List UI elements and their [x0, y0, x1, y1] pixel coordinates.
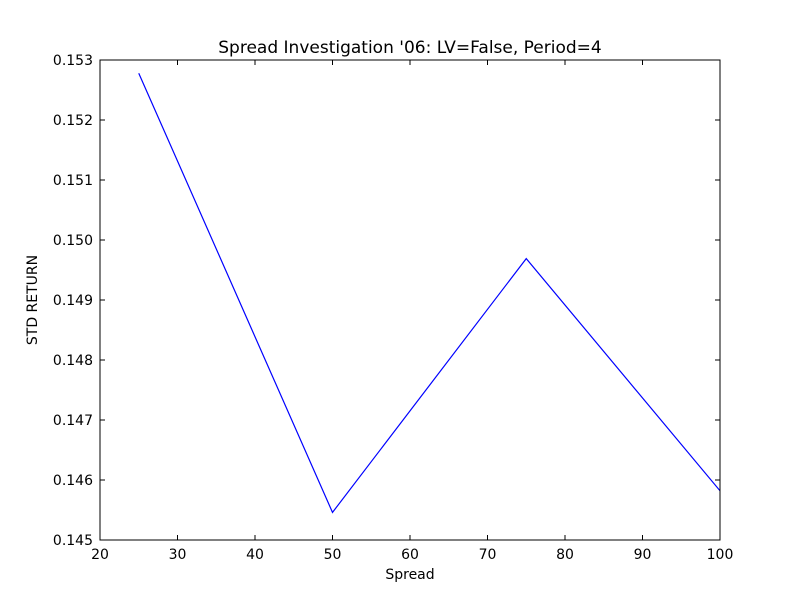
x-tick-label: 90: [634, 547, 652, 563]
y-tick-label: 0.148: [53, 353, 93, 369]
chart-title: Spread Investigation '06: LV=False, Peri…: [218, 38, 601, 58]
y-tick-label: 0.150: [53, 233, 93, 249]
x-tick-label: 80: [556, 547, 574, 563]
y-tick-label: 0.152: [53, 113, 93, 129]
x-axis-label: Spread: [385, 567, 434, 583]
y-tick-label: 0.151: [53, 173, 93, 189]
x-tick-label: 40: [246, 547, 264, 563]
x-tick-label: 70: [479, 547, 497, 563]
y-tick-label: 0.146: [53, 473, 93, 489]
y-tick-label: 0.153: [53, 53, 93, 69]
y-tick-label: 0.147: [53, 413, 93, 429]
y-tick-label: 0.149: [53, 293, 93, 309]
plot-area: 20 30 40 50 60 70 80 90 100 0.145 0.146 0.147 0.148 0…: [53, 53, 733, 563]
series-line-0: [138, 72, 720, 514]
x-tick-label: 60: [401, 547, 419, 563]
x-tick-label: 30: [169, 547, 187, 563]
x-tick-label: 50: [324, 547, 342, 563]
x-tick-label: 100: [707, 547, 734, 563]
y-tick-label: 0.145: [53, 533, 93, 549]
x-tick-label: 20: [91, 547, 109, 563]
y-axis-label: STD RETURN: [25, 255, 41, 345]
